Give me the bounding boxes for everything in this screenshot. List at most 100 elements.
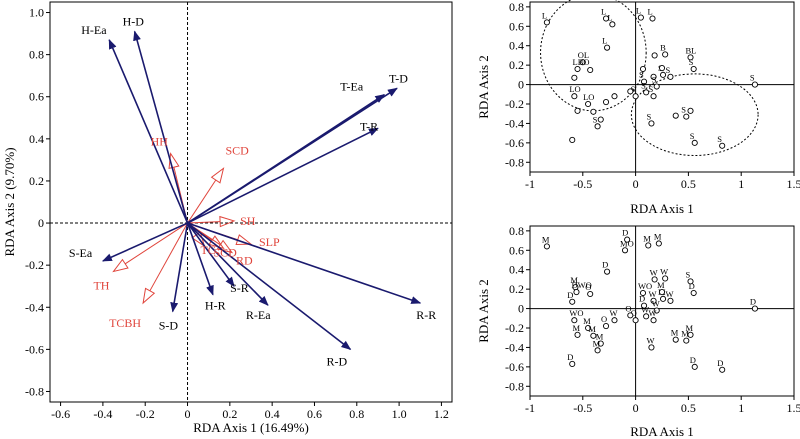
site-point-label: W bbox=[652, 299, 660, 309]
site-scatter-content: -1 -0.5 0 0.5 1 1.5 -0.8 -0.6 -0.4 -0.2 0 0.2 0.4 0.6… bbox=[505, 0, 800, 191]
site-point bbox=[650, 93, 657, 100]
site-point bbox=[571, 93, 578, 100]
site-point bbox=[690, 65, 697, 73]
site-point bbox=[650, 317, 657, 324]
site-point-label: S bbox=[639, 70, 644, 80]
site-point-label: O bbox=[625, 303, 631, 313]
site-point bbox=[649, 15, 656, 22]
site-point-label: M bbox=[671, 328, 679, 338]
site-point bbox=[637, 14, 644, 21]
biplot-y-axis-label: RDA Axis 2 (9.70%) bbox=[2, 147, 17, 256]
site-point bbox=[602, 323, 610, 330]
site-point bbox=[611, 317, 618, 324]
response-arrow bbox=[186, 222, 214, 296]
site-point bbox=[543, 19, 550, 26]
site-point-label: L bbox=[542, 10, 547, 20]
site-point bbox=[687, 107, 694, 114]
site-point-label: S bbox=[652, 75, 657, 85]
group-ellipse bbox=[630, 73, 759, 156]
site-point bbox=[597, 340, 604, 347]
site-point bbox=[662, 51, 669, 58]
biplot-x-tick-label: 0.2 bbox=[222, 407, 237, 421]
biplot-labels: H-Ea H-D T-Ea T-D T-R S-Ea S-D H-R S-R R-Ea R-D R-R… bbox=[69, 14, 436, 368]
biplot-y-tick-label: -0.4 bbox=[25, 300, 44, 314]
site-point-label: M bbox=[570, 275, 578, 285]
site-point-label: S bbox=[593, 114, 598, 124]
site-point bbox=[640, 78, 648, 85]
site-point-label: W bbox=[649, 308, 657, 318]
site-point bbox=[751, 305, 758, 312]
explanatory-arrow bbox=[124, 222, 188, 265]
site-point-label: MO bbox=[620, 238, 634, 248]
site-point-label: S bbox=[646, 111, 651, 121]
site-scatter-panel: -1 -0.5 0 0.5 1 1.5 -0.8 -0.6 -0.4 -0.2 0 0.2 0.4 0.6… bbox=[476, 0, 800, 216]
site-point bbox=[650, 297, 657, 304]
group-ellipse bbox=[540, 0, 647, 112]
biplot-panel: -0.6 -0.4 -0.2 0 0.2 0.4 0.6 0.8 1.0 1.2 -0.8 -0.6 -… bbox=[2, 1, 453, 435]
biplot-axes: -0.6 -0.4 -0.2 0 0.2 0.4 0.6 0.8 1.0 1.2 -0.8 -0.6 -… bbox=[25, 2, 452, 421]
site-point bbox=[602, 99, 610, 106]
site-point bbox=[543, 243, 550, 250]
site-point bbox=[645, 242, 652, 249]
explanatory-arrow bbox=[187, 221, 221, 224]
response-arrow bbox=[108, 38, 189, 224]
site-point-label: O bbox=[631, 308, 637, 318]
site-point bbox=[574, 65, 581, 73]
explanatory-arrowhead bbox=[210, 167, 225, 184]
category-scatter-frame bbox=[529, 225, 795, 397]
site-point-label: S bbox=[681, 105, 686, 115]
x-tick-label: 1.5 bbox=[787, 177, 800, 191]
site-scatter-frame bbox=[529, 1, 795, 173]
response-arrow bbox=[187, 87, 398, 224]
site-point bbox=[672, 336, 679, 343]
site-point bbox=[585, 324, 592, 332]
site-point-label: M bbox=[643, 233, 651, 243]
y-tick-label: 0.6 bbox=[509, 19, 524, 33]
site-point-label: M bbox=[654, 231, 662, 241]
site-point-label: D bbox=[622, 228, 628, 238]
biplot-y-tick-label: 1.0 bbox=[29, 6, 44, 20]
site-point bbox=[587, 66, 594, 74]
site-point-label: M bbox=[657, 280, 665, 290]
y-tick-label: -0.2 bbox=[505, 321, 524, 335]
response-arrow bbox=[186, 222, 235, 288]
y-tick-label: 0.8 bbox=[509, 0, 524, 14]
site-point bbox=[569, 360, 576, 367]
site-point bbox=[683, 113, 690, 120]
y-tick-label: -0.6 bbox=[505, 136, 524, 150]
site-point bbox=[579, 59, 586, 66]
biplot-y-tick-label: 0.6 bbox=[29, 90, 44, 104]
response-label: R-Ea bbox=[246, 308, 271, 322]
x-tick-label: -0.5 bbox=[573, 177, 592, 191]
site-point-label: L bbox=[602, 36, 607, 46]
response-arrow bbox=[187, 222, 352, 351]
biplot-x-tick-label: 0 bbox=[185, 407, 191, 421]
site-point-label: S bbox=[641, 80, 646, 90]
biplot-y-tick-label: -0.8 bbox=[25, 384, 44, 398]
x-tick-label: 1 bbox=[738, 401, 744, 415]
site-point bbox=[691, 363, 698, 370]
site-point-label: S bbox=[665, 65, 670, 75]
site-point-label: M bbox=[588, 324, 596, 334]
y-tick-label: -0.4 bbox=[505, 340, 524, 354]
site-point bbox=[651, 52, 658, 59]
site-point bbox=[667, 73, 674, 80]
site-scatter-y-axis-label: RDA Axis 2 bbox=[476, 55, 491, 119]
site-point-label: S bbox=[649, 84, 654, 94]
site-point bbox=[569, 136, 576, 143]
site-point-label: D bbox=[690, 355, 696, 365]
explanatory-label: TH bbox=[93, 278, 109, 292]
site-point bbox=[653, 307, 660, 314]
site-point-label: M bbox=[596, 332, 604, 342]
y-tick-label: -0.2 bbox=[505, 97, 524, 111]
site-point bbox=[627, 312, 634, 319]
site-point-label: W bbox=[609, 308, 617, 318]
biplot-arrows bbox=[101, 30, 422, 351]
site-point bbox=[658, 289, 666, 296]
site-point bbox=[648, 344, 655, 351]
site-point-label: W bbox=[641, 304, 649, 314]
explanatory-label: SCD bbox=[213, 245, 237, 259]
site-point-label: M bbox=[542, 234, 550, 244]
site-point bbox=[639, 65, 647, 73]
biplot-x-tick-label: 1.0 bbox=[392, 407, 407, 421]
